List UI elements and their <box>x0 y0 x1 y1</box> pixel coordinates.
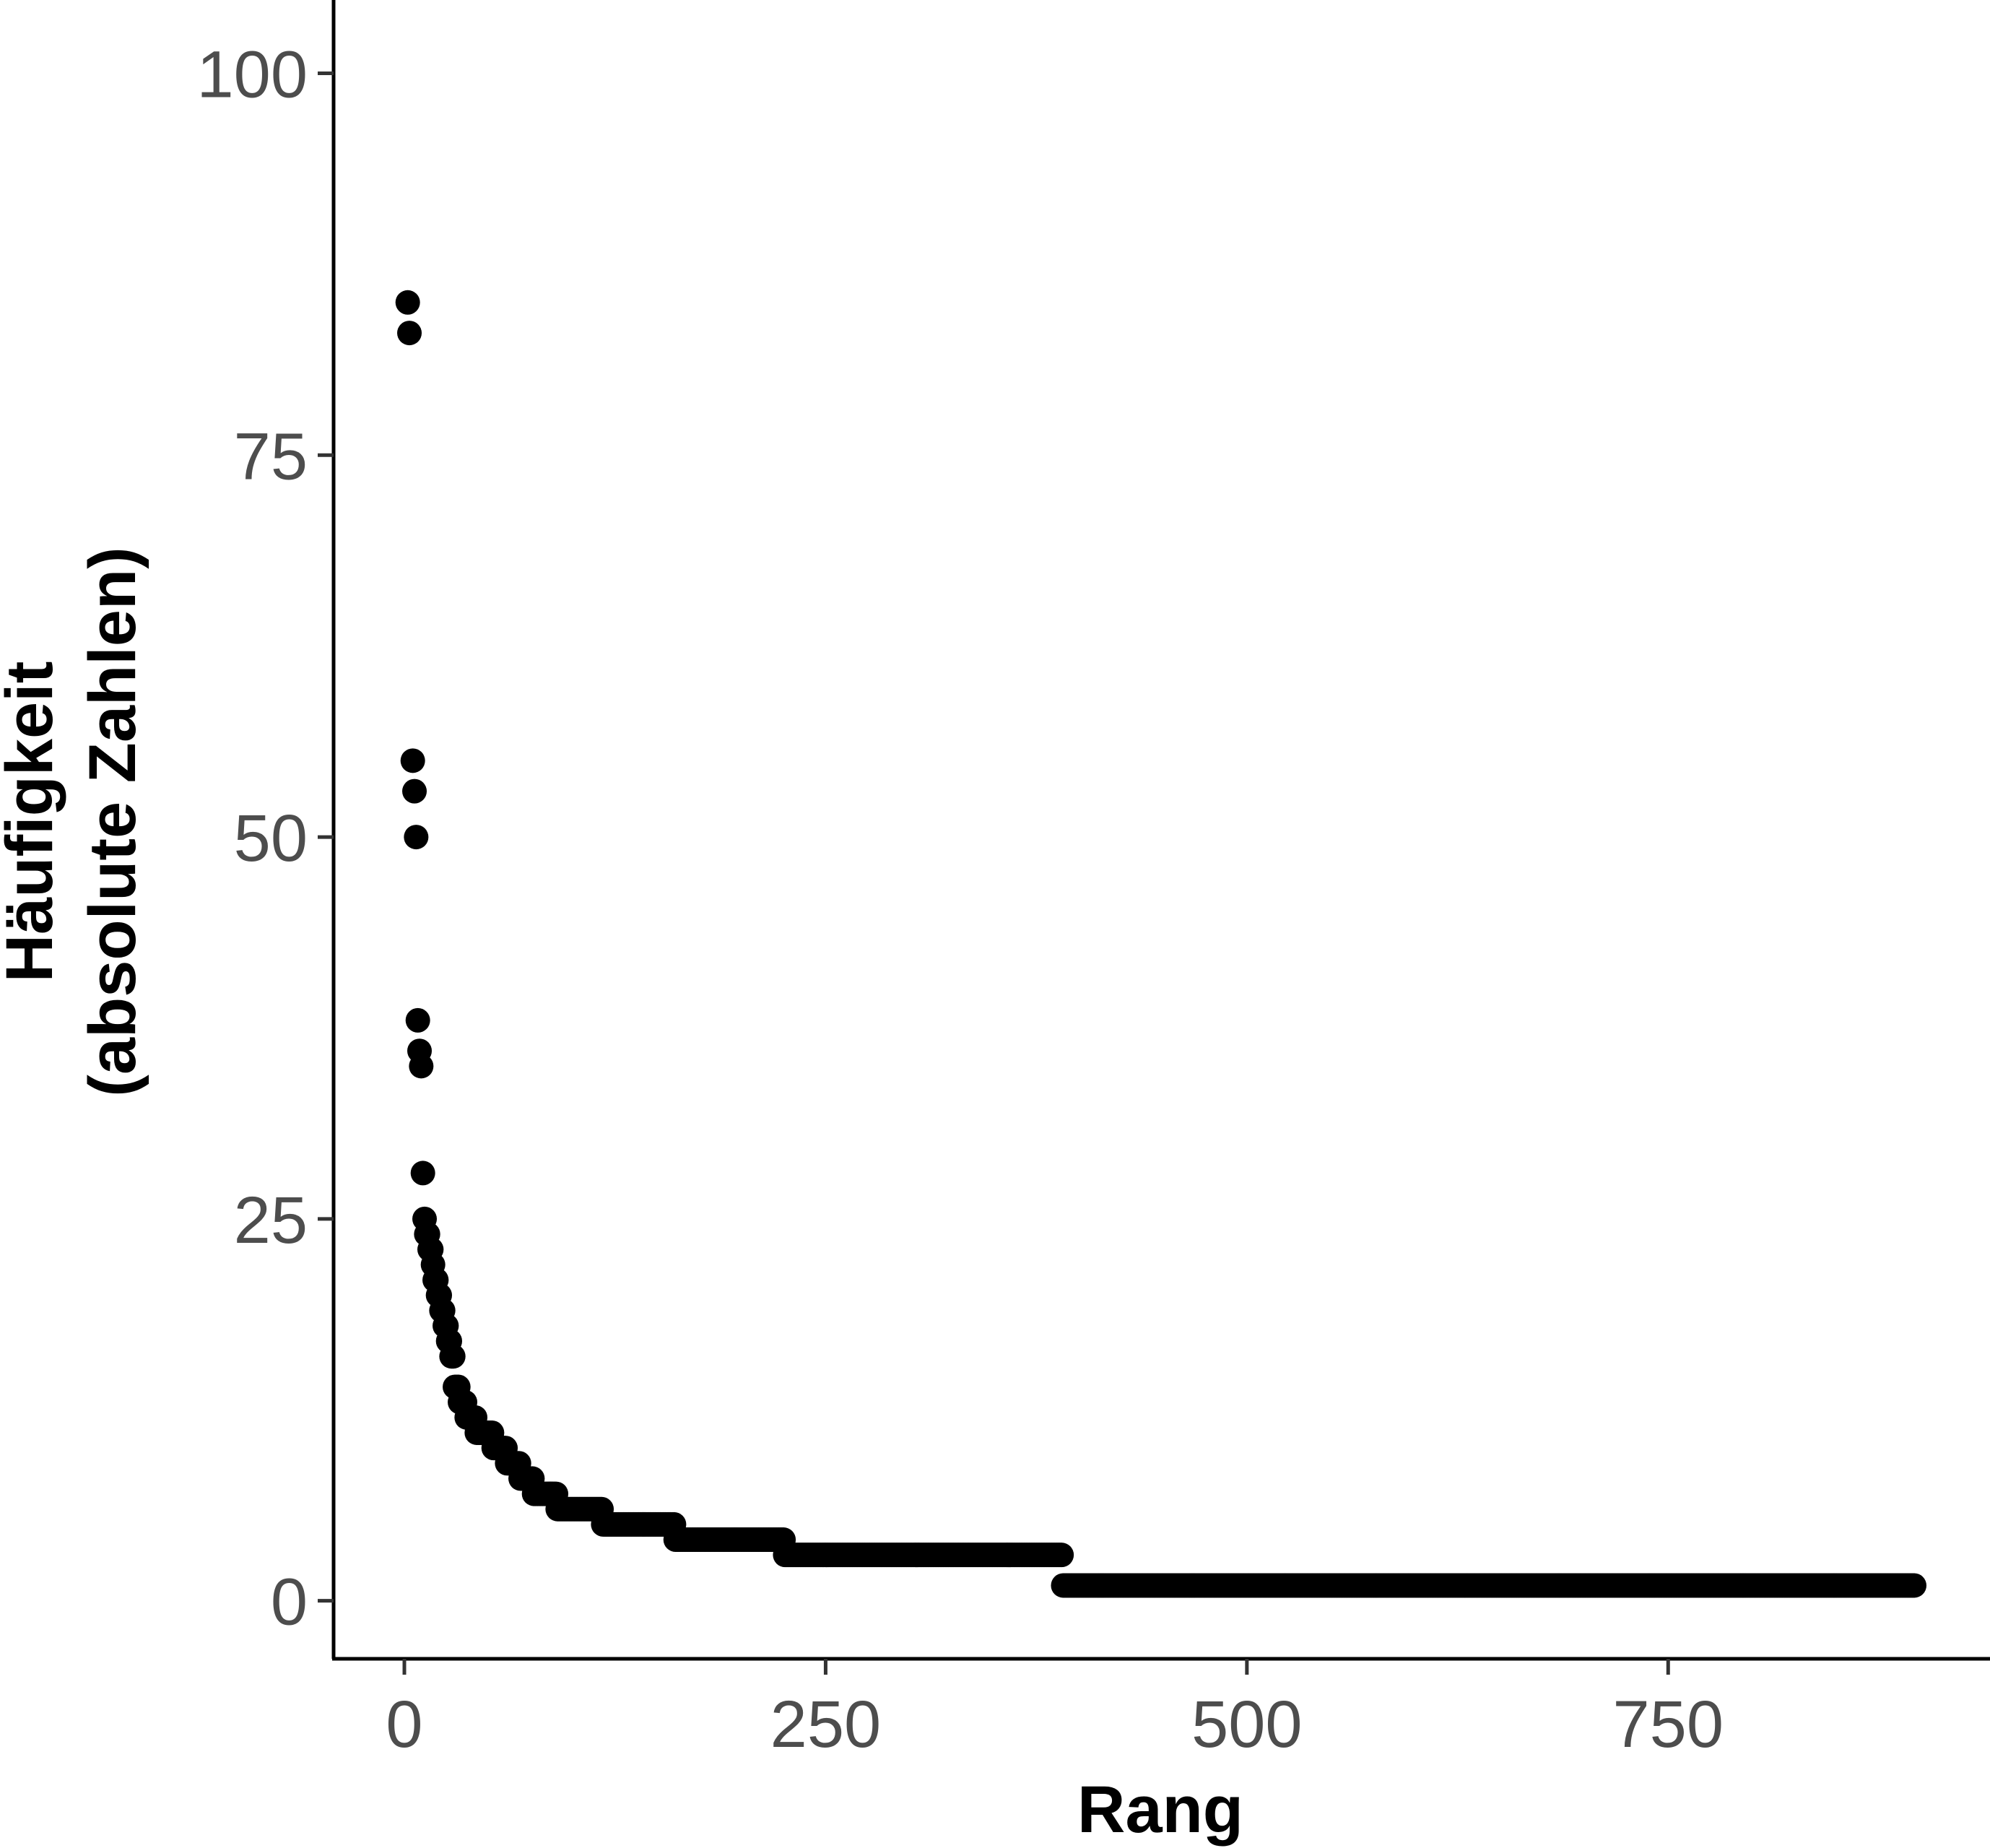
data-point <box>409 1054 434 1079</box>
x-tick-label: 250 <box>770 1688 882 1761</box>
y-tick-label: 25 <box>234 1184 308 1257</box>
x-tick-label: 750 <box>1613 1688 1724 1761</box>
data-point <box>404 825 429 850</box>
x-tick-label: 500 <box>1191 1688 1303 1761</box>
data-point <box>397 321 422 346</box>
y-tick-label: 50 <box>234 802 308 875</box>
data-point <box>402 778 427 804</box>
data-point <box>1901 1573 1926 1598</box>
y-tick-label: 75 <box>234 420 308 493</box>
data-point <box>395 290 420 315</box>
data-point <box>440 1344 466 1369</box>
y-axis-title-line-1: Häufigkeit <box>0 661 66 983</box>
x-axis-ticks: 0 250 500 750 <box>386 1659 1724 1761</box>
y-axis-title: Häufigkeit (absolute Zahlen) <box>0 547 149 1097</box>
data-point <box>410 1161 435 1186</box>
data-point <box>1049 1543 1074 1568</box>
data-point <box>400 748 425 773</box>
x-tick-label: 0 <box>386 1688 422 1761</box>
data-point <box>405 1007 430 1033</box>
y-tick-label: 100 <box>197 38 308 112</box>
x-axis-title: Rang <box>1077 1773 1243 1847</box>
y-axis-title-line-2: (absolute Zahlen) <box>76 547 149 1097</box>
y-axis-ticks: 0 25 50 75 100 <box>197 38 334 1639</box>
data-points <box>395 290 1926 1598</box>
y-tick-label: 0 <box>271 1566 308 1639</box>
